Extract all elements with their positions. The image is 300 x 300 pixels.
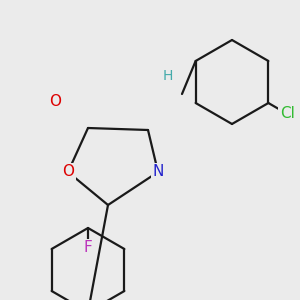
Text: O: O xyxy=(62,164,74,179)
Text: F: F xyxy=(84,241,92,256)
Text: Cl: Cl xyxy=(280,106,295,122)
Text: N: N xyxy=(152,164,164,179)
Text: H: H xyxy=(163,69,173,83)
Text: O: O xyxy=(49,94,61,110)
